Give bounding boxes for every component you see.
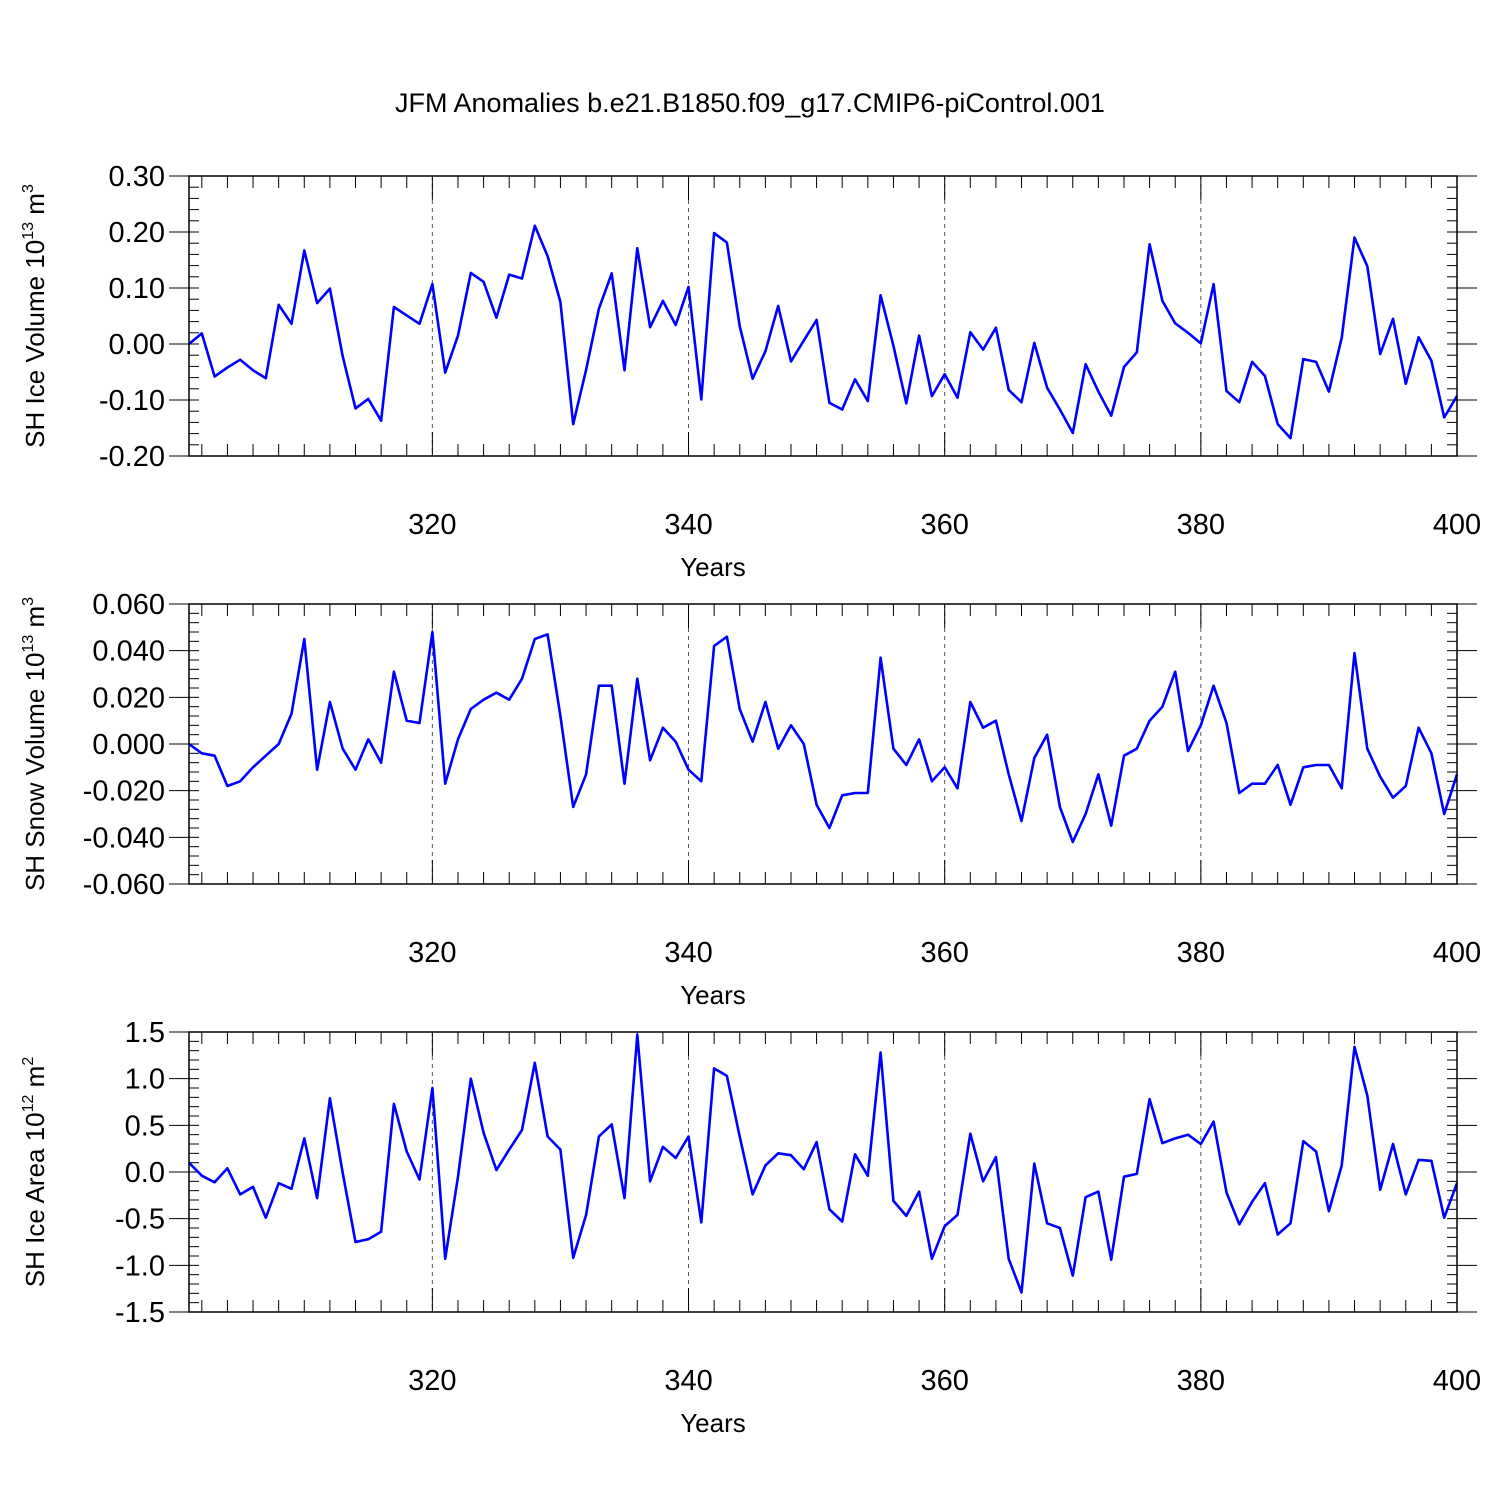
x-tick-label: 360 bbox=[920, 1365, 968, 1397]
series-line bbox=[188, 1033, 1459, 1294]
panel-2: 0.060 0.040 0.020 0.000 -0.020 -0.040 -0.060 32… bbox=[20, 589, 1481, 1010]
plot-frame bbox=[188, 175, 1458, 457]
y-tick-label: 0.040 bbox=[92, 636, 165, 668]
y-tick-label: 0.00 bbox=[109, 329, 165, 361]
plot-frame bbox=[188, 603, 1458, 885]
x-tick-label: 360 bbox=[920, 509, 968, 541]
y-tick-label: -0.060 bbox=[83, 869, 165, 901]
y-tick-label: -0.020 bbox=[83, 776, 165, 808]
x-tick-label: 400 bbox=[1433, 509, 1481, 541]
x-tick-label: 360 bbox=[920, 937, 968, 969]
y-tick-label: 0.5 bbox=[125, 1110, 165, 1142]
panels: 0.30 0.20 0.10 0.00 -0.10 -0.20 320 340 360 380 40… bbox=[20, 161, 1481, 1438]
x-tick-label: 340 bbox=[664, 937, 712, 969]
x-axis-label: Years bbox=[680, 980, 746, 1010]
x-tick-label: 380 bbox=[1177, 509, 1225, 541]
y-tick-label: -0.10 bbox=[99, 385, 165, 417]
chart-title: JFM Anomalies b.e21.B1850.f09_g17.CMIP6-… bbox=[395, 88, 1105, 118]
y-tick-label: 1.0 bbox=[125, 1064, 165, 1096]
y-axis-label: SH Ice Volume 1013 m3 bbox=[20, 184, 50, 448]
x-tick-label: 380 bbox=[1177, 1365, 1225, 1397]
x-axis-label: Years bbox=[680, 552, 746, 582]
y-tick-label: 0.10 bbox=[109, 273, 165, 305]
y-tick-label: 1.5 bbox=[125, 1017, 165, 1049]
y-tick-label: -0.5 bbox=[115, 1204, 165, 1236]
plot-frame bbox=[188, 1031, 1458, 1313]
y-tick-label: 0.060 bbox=[92, 589, 165, 621]
y-tick-label: 0.0 bbox=[125, 1157, 165, 1189]
y-tick-label: -0.20 bbox=[99, 441, 165, 473]
y-axis-label: SH Snow Volume 1013 m3 bbox=[20, 597, 50, 891]
x-tick-label: 320 bbox=[408, 1365, 456, 1397]
x-tick-label: 380 bbox=[1177, 937, 1225, 969]
y-tick-label: 0.020 bbox=[92, 682, 165, 714]
x-tick-label: 400 bbox=[1433, 937, 1481, 969]
y-axis-label: SH Ice Area 1012 m2 bbox=[20, 1057, 50, 1288]
panel-3: 1.5 1.0 0.5 0.0 -0.5 -1.0 -1.5 320 340 360 380 400 Y… bbox=[20, 1017, 1481, 1438]
x-tick-label: 320 bbox=[408, 509, 456, 541]
series-line bbox=[188, 224, 1459, 440]
y-tick-label: 0.30 bbox=[109, 161, 165, 193]
y-tick-label: -0.040 bbox=[83, 822, 165, 854]
y-tick-label: -1.5 bbox=[115, 1297, 165, 1329]
panel-1: 0.30 0.20 0.10 0.00 -0.10 -0.20 320 340 360 380 40… bbox=[20, 161, 1481, 582]
x-tick-label: 340 bbox=[664, 509, 712, 541]
series-line bbox=[188, 630, 1459, 844]
y-tick-label: -1.0 bbox=[115, 1250, 165, 1282]
y-tick-label: 0.20 bbox=[109, 217, 165, 249]
y-tick-label: 0.000 bbox=[92, 729, 165, 761]
x-tick-label: 340 bbox=[664, 1365, 712, 1397]
x-axis-label: Years bbox=[680, 1408, 746, 1438]
x-tick-label: 400 bbox=[1433, 1365, 1481, 1397]
x-tick-label: 320 bbox=[408, 937, 456, 969]
